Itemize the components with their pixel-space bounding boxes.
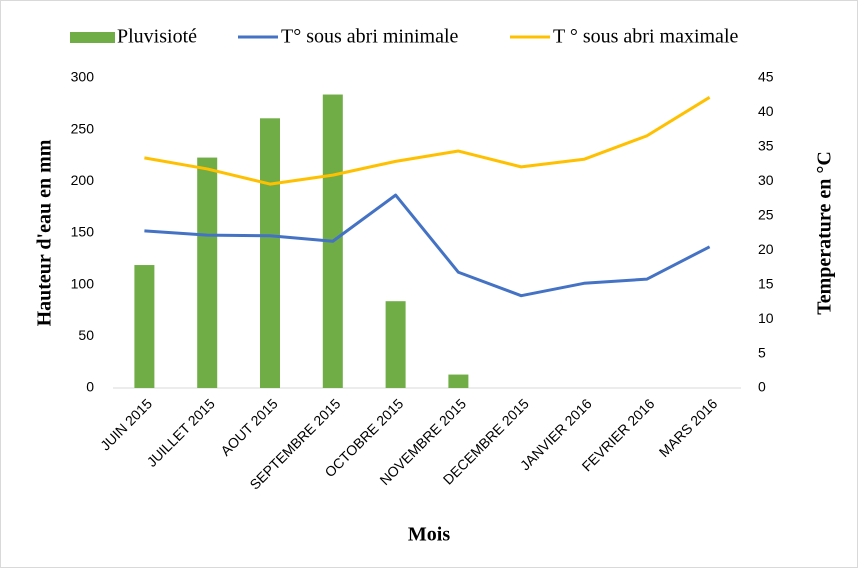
bar: [448, 374, 469, 388]
y-tick-label: 250: [71, 120, 95, 136]
y2-tick-label: 35: [758, 138, 774, 154]
bar: [134, 265, 155, 388]
y-tick-label: 50: [78, 327, 94, 343]
y-tick-label: 300: [71, 69, 95, 85]
legend-swatch: [70, 32, 115, 43]
y-tick-label: 150: [71, 224, 95, 240]
y2-tick-label: 20: [758, 241, 774, 257]
x-axis-label: Mois: [408, 524, 450, 546]
y-axis-label: Hauteur d'eau en mm: [34, 139, 56, 326]
bar: [197, 157, 218, 388]
y2-tick-label: 25: [758, 206, 774, 222]
legend-label: T° sous abri minimale: [281, 26, 459, 48]
y2-tick-label: 0: [758, 379, 766, 395]
line: [144, 96, 711, 186]
y2-tick-label: 30: [758, 172, 774, 188]
bar: [260, 118, 280, 389]
y-tick-label: 200: [71, 172, 95, 188]
y-tick-label: 100: [71, 275, 95, 291]
y2-tick-label: 45: [758, 69, 774, 85]
legend-label: Pluvisioté: [117, 26, 197, 48]
line: [144, 193, 711, 298]
y2-tick-label: 5: [758, 344, 766, 360]
y2-tick-label: 40: [758, 103, 774, 119]
y-tick-label: 0: [86, 379, 94, 395]
y2-axis-label: Temperature en °C: [814, 151, 836, 315]
bar: [385, 301, 406, 388]
legend-label: T ° sous abri maximale: [553, 26, 738, 48]
y2-tick-label: 10: [758, 310, 774, 326]
y2-tick-label: 15: [758, 275, 774, 291]
